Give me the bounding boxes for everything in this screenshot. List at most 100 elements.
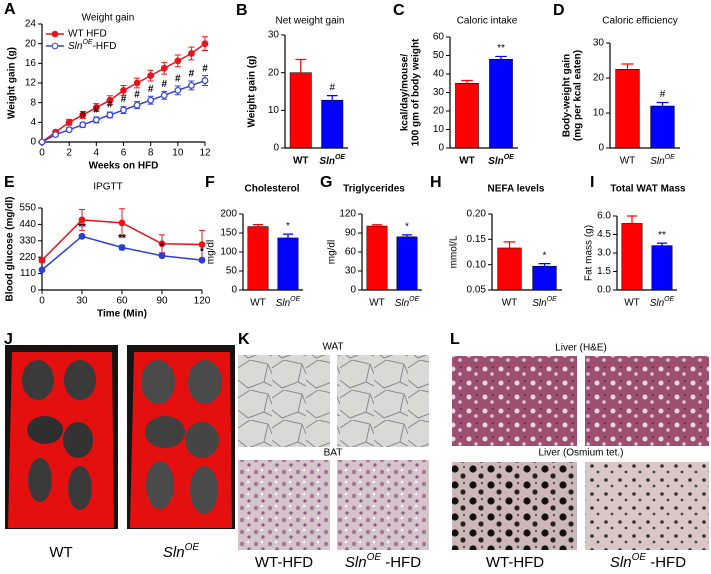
y-axis-label: Body-weight gain	[562, 54, 573, 137]
y-tick-label: 440	[19, 219, 36, 230]
y-tick-label: 4	[30, 117, 36, 128]
x-tick-label: SlnOE	[488, 154, 514, 166]
point	[147, 96, 155, 104]
significance: *	[160, 242, 164, 253]
legend-label-part: Sln	[68, 41, 83, 52]
mri-wt	[5, 345, 118, 529]
error-bar	[621, 63, 634, 70]
image-label: SlnOE -HFD	[610, 552, 686, 571]
row-label: WAT	[322, 342, 343, 353]
significance: #	[107, 100, 113, 111]
mri-sln	[127, 345, 235, 529]
label-part: -HFD	[381, 554, 421, 571]
row-label: Liver (Osmium tet.)	[538, 448, 623, 459]
significance: #	[134, 89, 140, 100]
point	[38, 138, 46, 146]
y-tick-label: 30	[268, 30, 280, 41]
error-bar	[282, 233, 294, 238]
bar	[532, 265, 557, 291]
y-tick-label: 220	[19, 252, 36, 263]
image-label: WT-HFD	[255, 554, 313, 571]
y-tick-label: 30	[593, 38, 605, 49]
y-axis-label: Weight gain (g)	[247, 55, 258, 127]
significance: **	[78, 222, 86, 233]
y-axis-label: Weight gain (g)	[7, 47, 18, 119]
histology	[452, 356, 577, 446]
x-tick-label-part: OE	[665, 154, 675, 161]
y-axis-label: Blood glucose (mg/dl)	[5, 197, 16, 302]
x-tick-label: 12	[199, 148, 211, 159]
y-tick-label: 0.05	[467, 285, 487, 296]
x-tick-label: 2	[66, 148, 72, 159]
point	[120, 86, 127, 94]
panel-letter: G	[320, 174, 332, 191]
point	[188, 82, 195, 89]
x-tick-label-part: Sln	[532, 298, 547, 309]
x-tick-label: WT	[250, 298, 266, 309]
image-label: WT	[49, 544, 72, 561]
y-tick-label: 0.0	[597, 285, 611, 296]
y-tick-label: 0	[30, 285, 36, 296]
point	[147, 72, 155, 80]
x-tick-label: 6	[121, 148, 127, 159]
chart-title: Net weight gain	[276, 16, 345, 27]
y-tick-label: 120	[339, 209, 356, 220]
x-tick-label: WT	[502, 298, 518, 309]
bar	[366, 225, 388, 291]
y-tick-label: 20	[593, 73, 605, 84]
histology	[452, 462, 577, 550]
y-tick-label: 24	[25, 19, 37, 30]
x-tick-label: 0	[39, 148, 45, 159]
significance: *	[543, 250, 547, 261]
bar	[615, 69, 640, 149]
y-tick-label: 60	[433, 32, 445, 43]
y-tick-label: 60	[345, 247, 357, 258]
bar	[650, 105, 675, 149]
significance: *	[286, 221, 290, 232]
x-tick-label-part: Sln	[488, 156, 504, 167]
significance: **	[497, 43, 505, 54]
panel-letter: D	[553, 2, 565, 19]
error-bar	[252, 224, 264, 227]
point	[79, 111, 87, 119]
y-axis-label: mg/dl	[327, 240, 338, 264]
x-tick-label-part: OE	[335, 154, 345, 161]
error-bar	[495, 55, 507, 60]
panel-letter: J	[4, 331, 13, 348]
x-tick-label: 10	[172, 148, 184, 159]
point	[38, 266, 46, 274]
x-tick-label-part: Sln	[319, 156, 335, 167]
point	[92, 116, 100, 124]
y-axis-label: mg/dl	[206, 240, 217, 264]
histology	[238, 460, 330, 550]
bar	[277, 237, 299, 291]
point	[79, 121, 87, 129]
point	[174, 57, 182, 65]
y-tick-label: 150	[220, 228, 237, 239]
significance: #	[189, 69, 195, 80]
x-tick-label: 30	[76, 296, 88, 307]
panel-letter: I	[590, 174, 594, 191]
image-label: SlnOE	[163, 542, 199, 561]
significance: **	[658, 230, 666, 241]
significance: #	[161, 79, 167, 90]
panel-letter: A	[4, 1, 16, 18]
row-label: Liver (H&E)	[555, 343, 607, 354]
x-tick-label-part: Sln	[650, 156, 665, 167]
panel-letter: H	[430, 174, 442, 191]
legend-label-part: OE	[82, 39, 92, 46]
bar	[497, 247, 522, 291]
error-bar	[503, 241, 516, 248]
x-tick-label: WT	[624, 298, 640, 309]
panel-letter: F	[205, 174, 215, 191]
panel-letter: K	[238, 331, 250, 348]
x-tick-label: WT	[293, 156, 309, 167]
legend-label: WT HFD	[68, 29, 107, 40]
y-tick-label: 40	[433, 69, 445, 80]
chart-title: Total WAT Mass	[610, 184, 686, 195]
significance: #	[175, 74, 181, 85]
point	[38, 256, 46, 264]
y-tick-label: 10	[593, 108, 605, 119]
point	[201, 40, 209, 48]
